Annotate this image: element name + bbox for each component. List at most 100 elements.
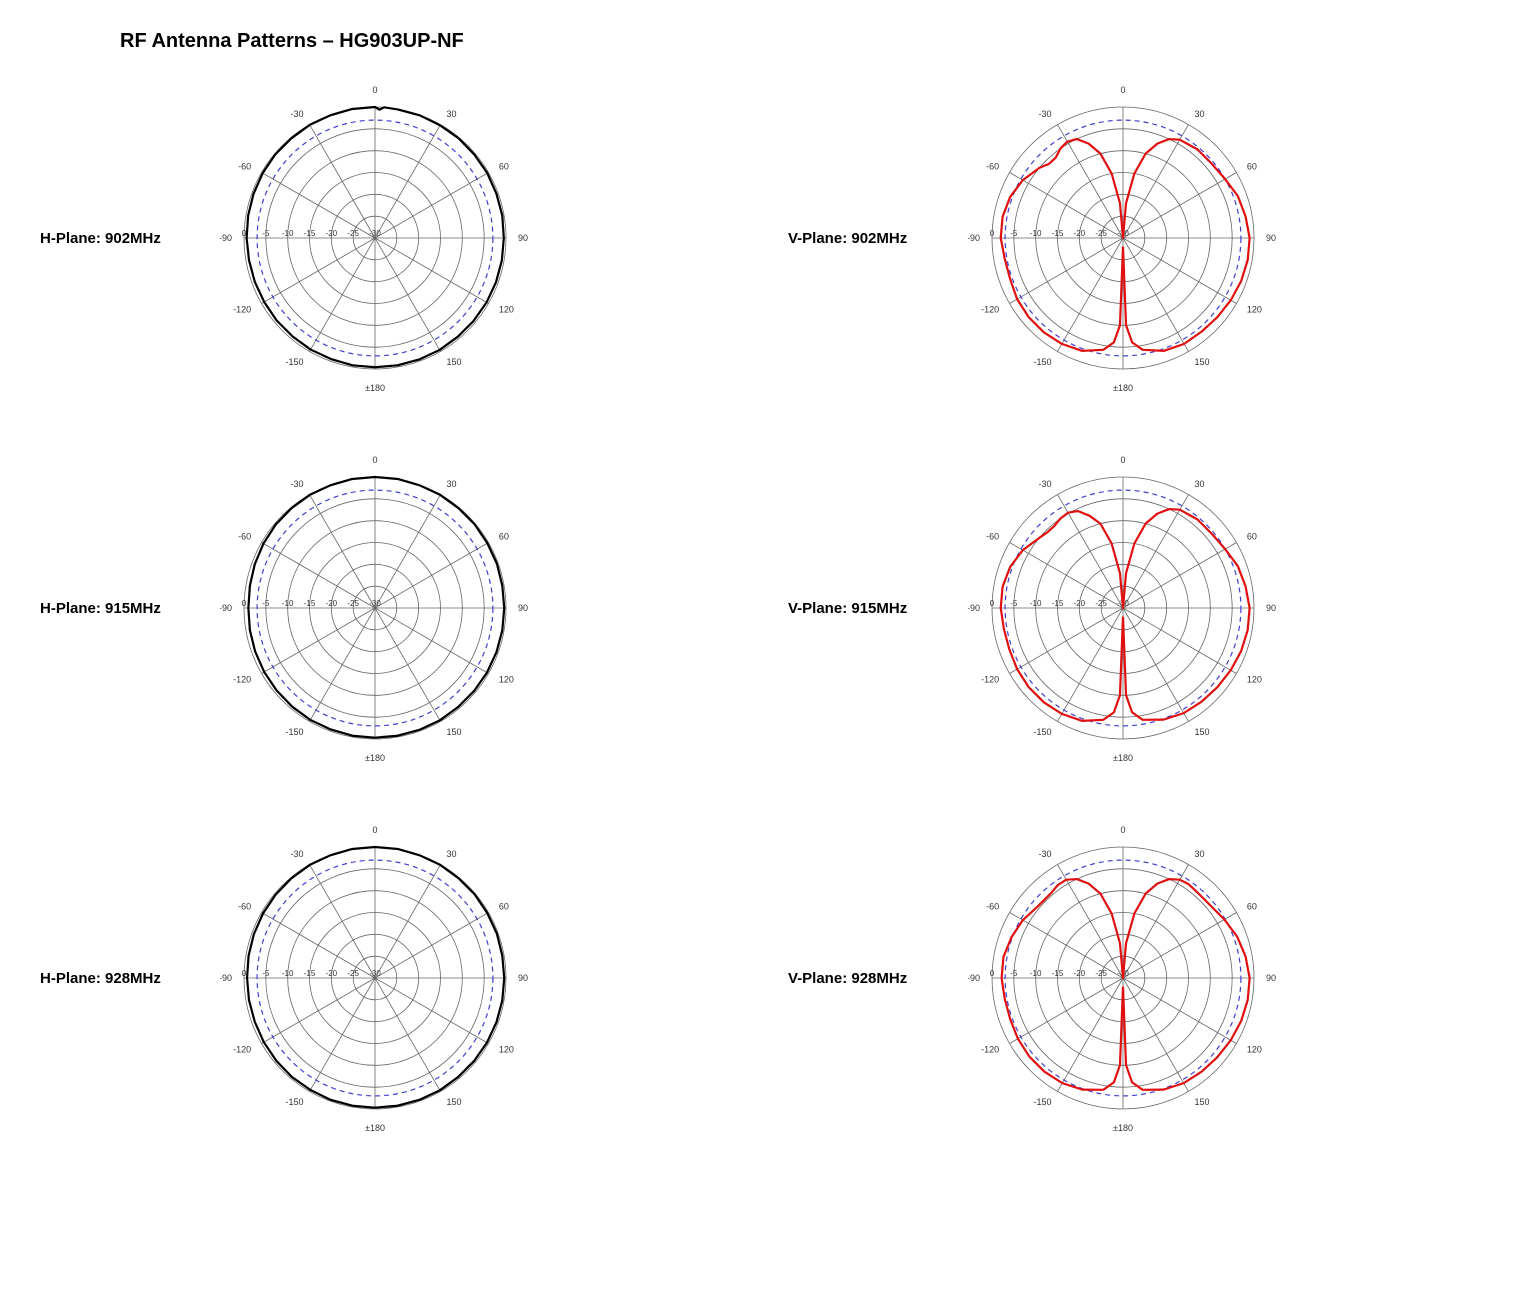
- cell-v915: V-Plane: 915MHz ±180-150-120-90-60-30030…: [788, 453, 1496, 763]
- svg-text:-60: -60: [238, 162, 251, 172]
- svg-text:150: 150: [447, 357, 462, 367]
- svg-text:-10: -10: [1030, 599, 1042, 608]
- svg-text:-30: -30: [1038, 479, 1051, 489]
- svg-text:±180: ±180: [1113, 753, 1133, 763]
- svg-text:±180: ±180: [365, 753, 385, 763]
- svg-text:-30: -30: [290, 109, 303, 119]
- svg-text:-150: -150: [1033, 357, 1051, 367]
- svg-text:-90: -90: [968, 603, 980, 613]
- svg-text:-60: -60: [986, 162, 999, 172]
- cell-v902: V-Plane: 902MHz ±180-150-120-90-60-30030…: [788, 83, 1496, 393]
- svg-text:-20: -20: [326, 599, 338, 608]
- svg-text:150: 150: [1195, 357, 1210, 367]
- svg-text:-25: -25: [347, 229, 359, 238]
- svg-text:120: 120: [1247, 305, 1262, 315]
- svg-text:-150: -150: [285, 727, 303, 737]
- svg-text:-90: -90: [968, 233, 980, 243]
- svg-text:-10: -10: [282, 599, 294, 608]
- svg-text:-120: -120: [233, 1045, 251, 1055]
- svg-text:0: 0: [990, 599, 995, 608]
- label-v902: V-Plane: 902MHz: [788, 230, 948, 247]
- svg-text:-10: -10: [1030, 969, 1042, 978]
- svg-text:150: 150: [1195, 727, 1210, 737]
- svg-text:-25: -25: [347, 969, 359, 978]
- svg-text:0: 0: [1120, 825, 1125, 835]
- svg-text:30: 30: [447, 479, 457, 489]
- label-v928: V-Plane: 928MHz: [788, 970, 948, 987]
- svg-text:-10: -10: [282, 969, 294, 978]
- svg-text:-60: -60: [986, 902, 999, 912]
- svg-text:0: 0: [990, 229, 995, 238]
- cell-h915: H-Plane: 915MHz ±180 -150 -120 -90 -60 -30 0 30…: [40, 453, 748, 763]
- svg-text:±180: ±180: [365, 1123, 385, 1133]
- svg-text:150: 150: [447, 727, 462, 737]
- svg-text:-30: -30: [369, 599, 381, 608]
- cell-v928: V-Plane: 928MHz ±180-150-120-90-60-30030…: [788, 823, 1496, 1133]
- svg-text:-20: -20: [326, 229, 338, 238]
- svg-text:-90: -90: [220, 603, 232, 613]
- label-h915: H-Plane: 915MHz: [40, 600, 200, 617]
- svg-text:-20: -20: [326, 969, 338, 978]
- chart-h928: ±180-150-120-90-60-3003060901201500-5-10…: [220, 823, 530, 1133]
- chart-h902: ±180-150-120-90-60-3003060901201500-5-10…: [220, 83, 530, 393]
- svg-text:-30: -30: [290, 849, 303, 859]
- svg-text:-120: -120: [233, 305, 251, 315]
- svg-text:0: 0: [372, 825, 377, 835]
- svg-text:0: 0: [990, 969, 995, 978]
- svg-text:90: 90: [1266, 233, 1276, 243]
- svg-text:-150: -150: [1033, 727, 1051, 737]
- svg-text:-150: -150: [285, 1097, 303, 1107]
- cell-h902: H-Plane: 902MHz ±180-150-120-90-60-30030…: [40, 83, 748, 393]
- svg-text:90: 90: [518, 603, 528, 613]
- svg-text:-30: -30: [1038, 109, 1051, 119]
- svg-text:120: 120: [1247, 1045, 1262, 1055]
- svg-text:-5: -5: [262, 599, 270, 608]
- chart-v928: ±180-150-120-90-60-3003060901201500-5-10…: [968, 823, 1278, 1133]
- svg-text:150: 150: [447, 1097, 462, 1107]
- svg-text:-60: -60: [238, 532, 251, 542]
- svg-text:30: 30: [1195, 479, 1205, 489]
- svg-text:±180: ±180: [365, 383, 385, 393]
- svg-text:90: 90: [518, 233, 528, 243]
- svg-text:-60: -60: [238, 902, 251, 912]
- svg-text:0: 0: [1120, 455, 1125, 465]
- svg-text:-30: -30: [369, 229, 381, 238]
- svg-text:0: 0: [372, 455, 377, 465]
- svg-text:120: 120: [499, 305, 514, 315]
- svg-text:-30: -30: [369, 969, 381, 978]
- svg-text:-25: -25: [1095, 229, 1107, 238]
- svg-text:60: 60: [499, 532, 509, 542]
- svg-text:120: 120: [499, 1045, 514, 1055]
- svg-text:0: 0: [242, 969, 247, 978]
- svg-text:-10: -10: [282, 229, 294, 238]
- svg-text:±180: ±180: [1113, 383, 1133, 393]
- svg-text:-150: -150: [1033, 1097, 1051, 1107]
- svg-text:-15: -15: [1052, 229, 1064, 238]
- svg-text:120: 120: [499, 675, 514, 685]
- svg-text:-120: -120: [981, 1045, 999, 1055]
- svg-text:-15: -15: [304, 229, 316, 238]
- svg-text:-5: -5: [1010, 599, 1018, 608]
- svg-text:60: 60: [1247, 532, 1257, 542]
- svg-text:-15: -15: [1052, 969, 1064, 978]
- svg-text:30: 30: [447, 109, 457, 119]
- svg-text:-20: -20: [1074, 599, 1086, 608]
- svg-text:60: 60: [499, 902, 509, 912]
- svg-text:-20: -20: [1074, 229, 1086, 238]
- svg-text:150: 150: [1195, 1097, 1210, 1107]
- svg-text:-120: -120: [233, 675, 251, 685]
- svg-text:-25: -25: [1095, 599, 1107, 608]
- svg-text:30: 30: [447, 849, 457, 859]
- svg-text:-30: -30: [1038, 849, 1051, 859]
- svg-text:-150: -150: [285, 357, 303, 367]
- svg-text:-15: -15: [304, 969, 316, 978]
- svg-text:60: 60: [1247, 902, 1257, 912]
- svg-text:90: 90: [1266, 603, 1276, 613]
- svg-text:-5: -5: [262, 969, 270, 978]
- svg-text:±180: ±180: [1113, 1123, 1133, 1133]
- svg-text:-120: -120: [981, 305, 999, 315]
- svg-text:60: 60: [1247, 162, 1257, 172]
- svg-text:-5: -5: [1010, 229, 1018, 238]
- svg-text:90: 90: [518, 973, 528, 983]
- cell-h928: H-Plane: 928MHz ±180-150-120-90-60-30030…: [40, 823, 748, 1133]
